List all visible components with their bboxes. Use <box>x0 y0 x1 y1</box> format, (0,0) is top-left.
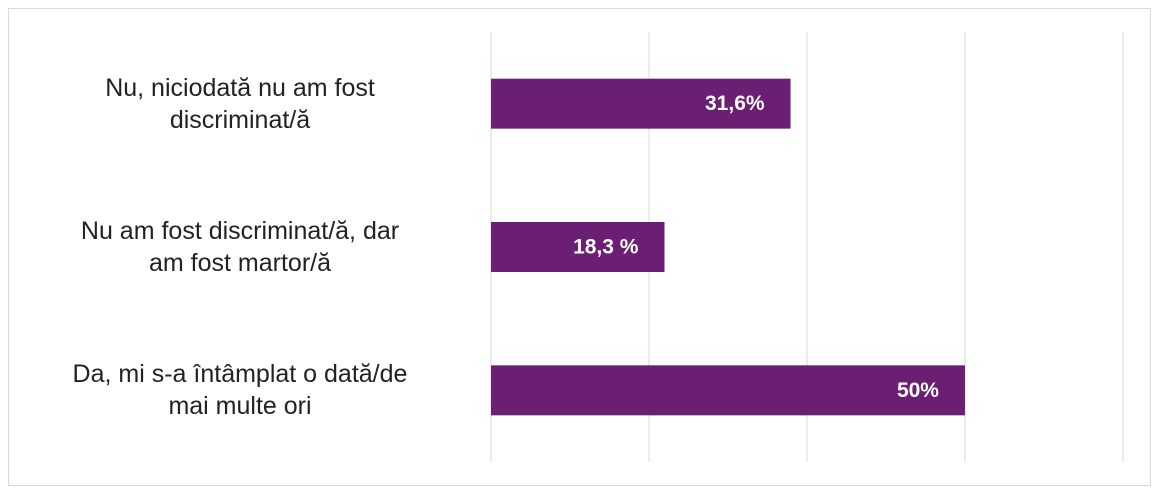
data-label: 31,6% <box>705 92 765 115</box>
y-tick-label: Nu, niciodată nu am fost discriminat/ă <box>105 73 375 134</box>
chart-border <box>8 8 1151 486</box>
bar <box>491 365 965 416</box>
data-label: 50% <box>897 379 939 402</box>
y-tick-label: Da, mi s-a întâmplat o dată/de mai multe… <box>72 360 408 421</box>
bar <box>491 222 665 272</box>
data-label: 18,3 % <box>573 236 639 259</box>
y-tick-label: Nu am fost discriminat/ă, dar am fost ma… <box>80 217 400 277</box>
bar <box>491 78 791 129</box>
